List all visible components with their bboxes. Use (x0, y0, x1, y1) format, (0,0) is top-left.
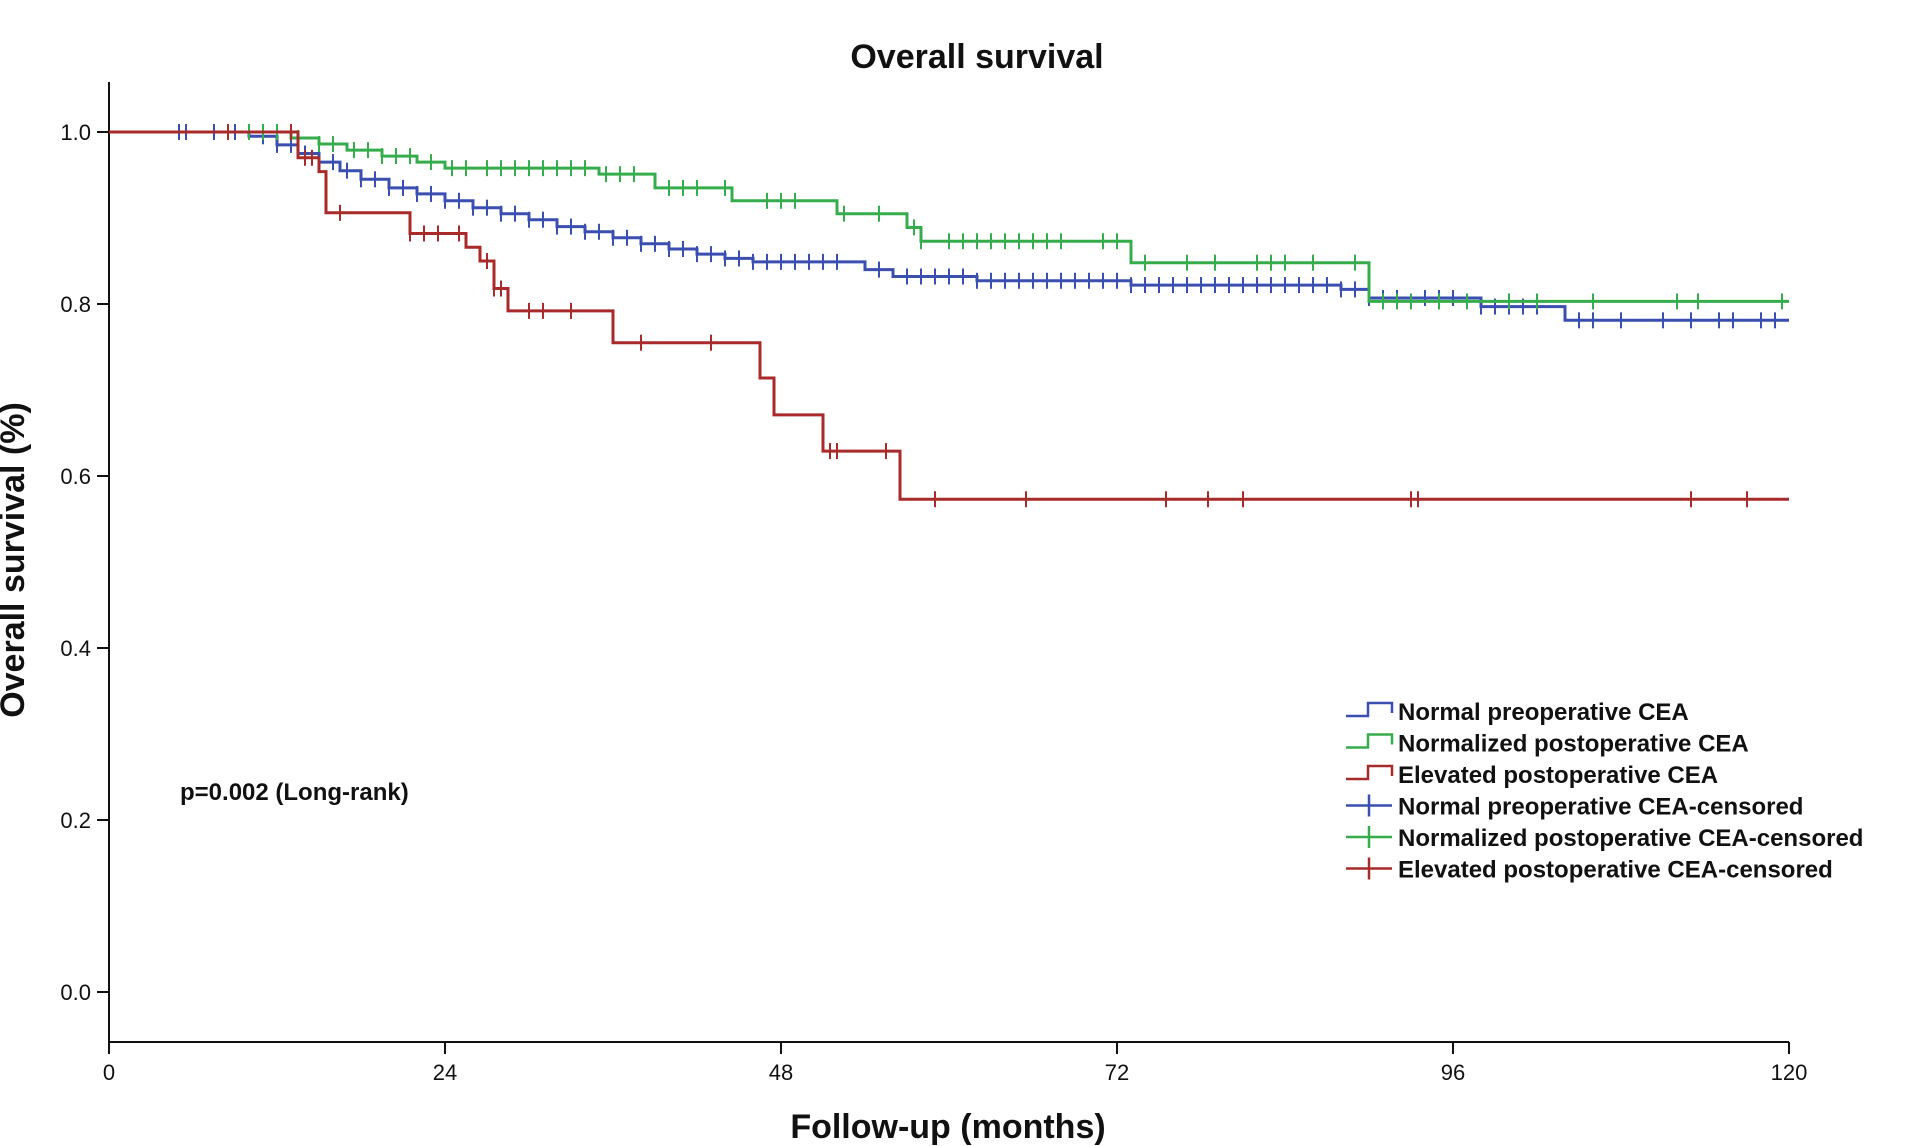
legend: Normal preoperative CEA Normalized postop… (1346, 699, 1863, 884)
legend-item-5: Elevated postoperative CEA-censored (1346, 857, 1833, 884)
p-value-annotation: p=0.002 (Long-rank) (180, 779, 409, 806)
legend-item-3: Normal preoperative CEA-censored (1346, 794, 1803, 821)
legend-label: Normalized postoperative CEA (1398, 731, 1749, 758)
legend-item-2: Elevated postoperative CEA (1346, 762, 1718, 789)
x-tick-label: 72 (1105, 1060, 1129, 1085)
legend-label: Elevated postoperative CEA-censored (1398, 857, 1833, 884)
legend-step-swatch (1346, 701, 1394, 718)
series-line-normalized (109, 130, 1789, 303)
legend-label: Normal preoperative CEA-censored (1398, 794, 1803, 821)
plot-area (109, 124, 1789, 508)
y-tick-label: 0.4 (60, 636, 91, 661)
axes: 0.0 0.2 0.4 0.6 0.8 1.0 0 24 48 72 96 120 (60, 82, 1807, 1085)
y-tick-label: 1.0 (60, 120, 91, 145)
x-tick-label: 24 (433, 1060, 457, 1085)
y-tick-label: 0.2 (60, 808, 91, 833)
chart-title: Overall survival (850, 38, 1103, 76)
legend-item-1: Normalized postoperative CEA (1346, 731, 1749, 758)
x-tick-label: 48 (769, 1060, 793, 1085)
legend-label: Normalized postoperative CEA-censored (1398, 825, 1863, 852)
y-tick-label: 0.0 (60, 980, 91, 1005)
legend-step-swatch (1346, 764, 1394, 781)
x-tick-label: 120 (1771, 1060, 1808, 1085)
legend-item-0: Normal preoperative CEA (1346, 699, 1689, 726)
x-axis-label: Follow-up (months) (790, 1108, 1105, 1146)
series-line-elevated (109, 130, 1789, 501)
legend-label: Elevated postoperative CEA (1398, 762, 1718, 789)
legend-item-4: Normalized postoperative CEA-censored (1346, 825, 1863, 852)
y-tick-label: 0.8 (60, 292, 91, 317)
x-tick-label: 0 (103, 1060, 115, 1085)
legend-label: Normal preoperative CEA (1398, 699, 1689, 726)
y-axis-label: Overall survival (%) (0, 402, 32, 718)
x-tick-label: 96 (1441, 1060, 1465, 1085)
series-line-normal (109, 130, 1789, 322)
y-tick-label: 0.6 (60, 464, 91, 489)
legend-step-swatch (1346, 733, 1394, 749)
